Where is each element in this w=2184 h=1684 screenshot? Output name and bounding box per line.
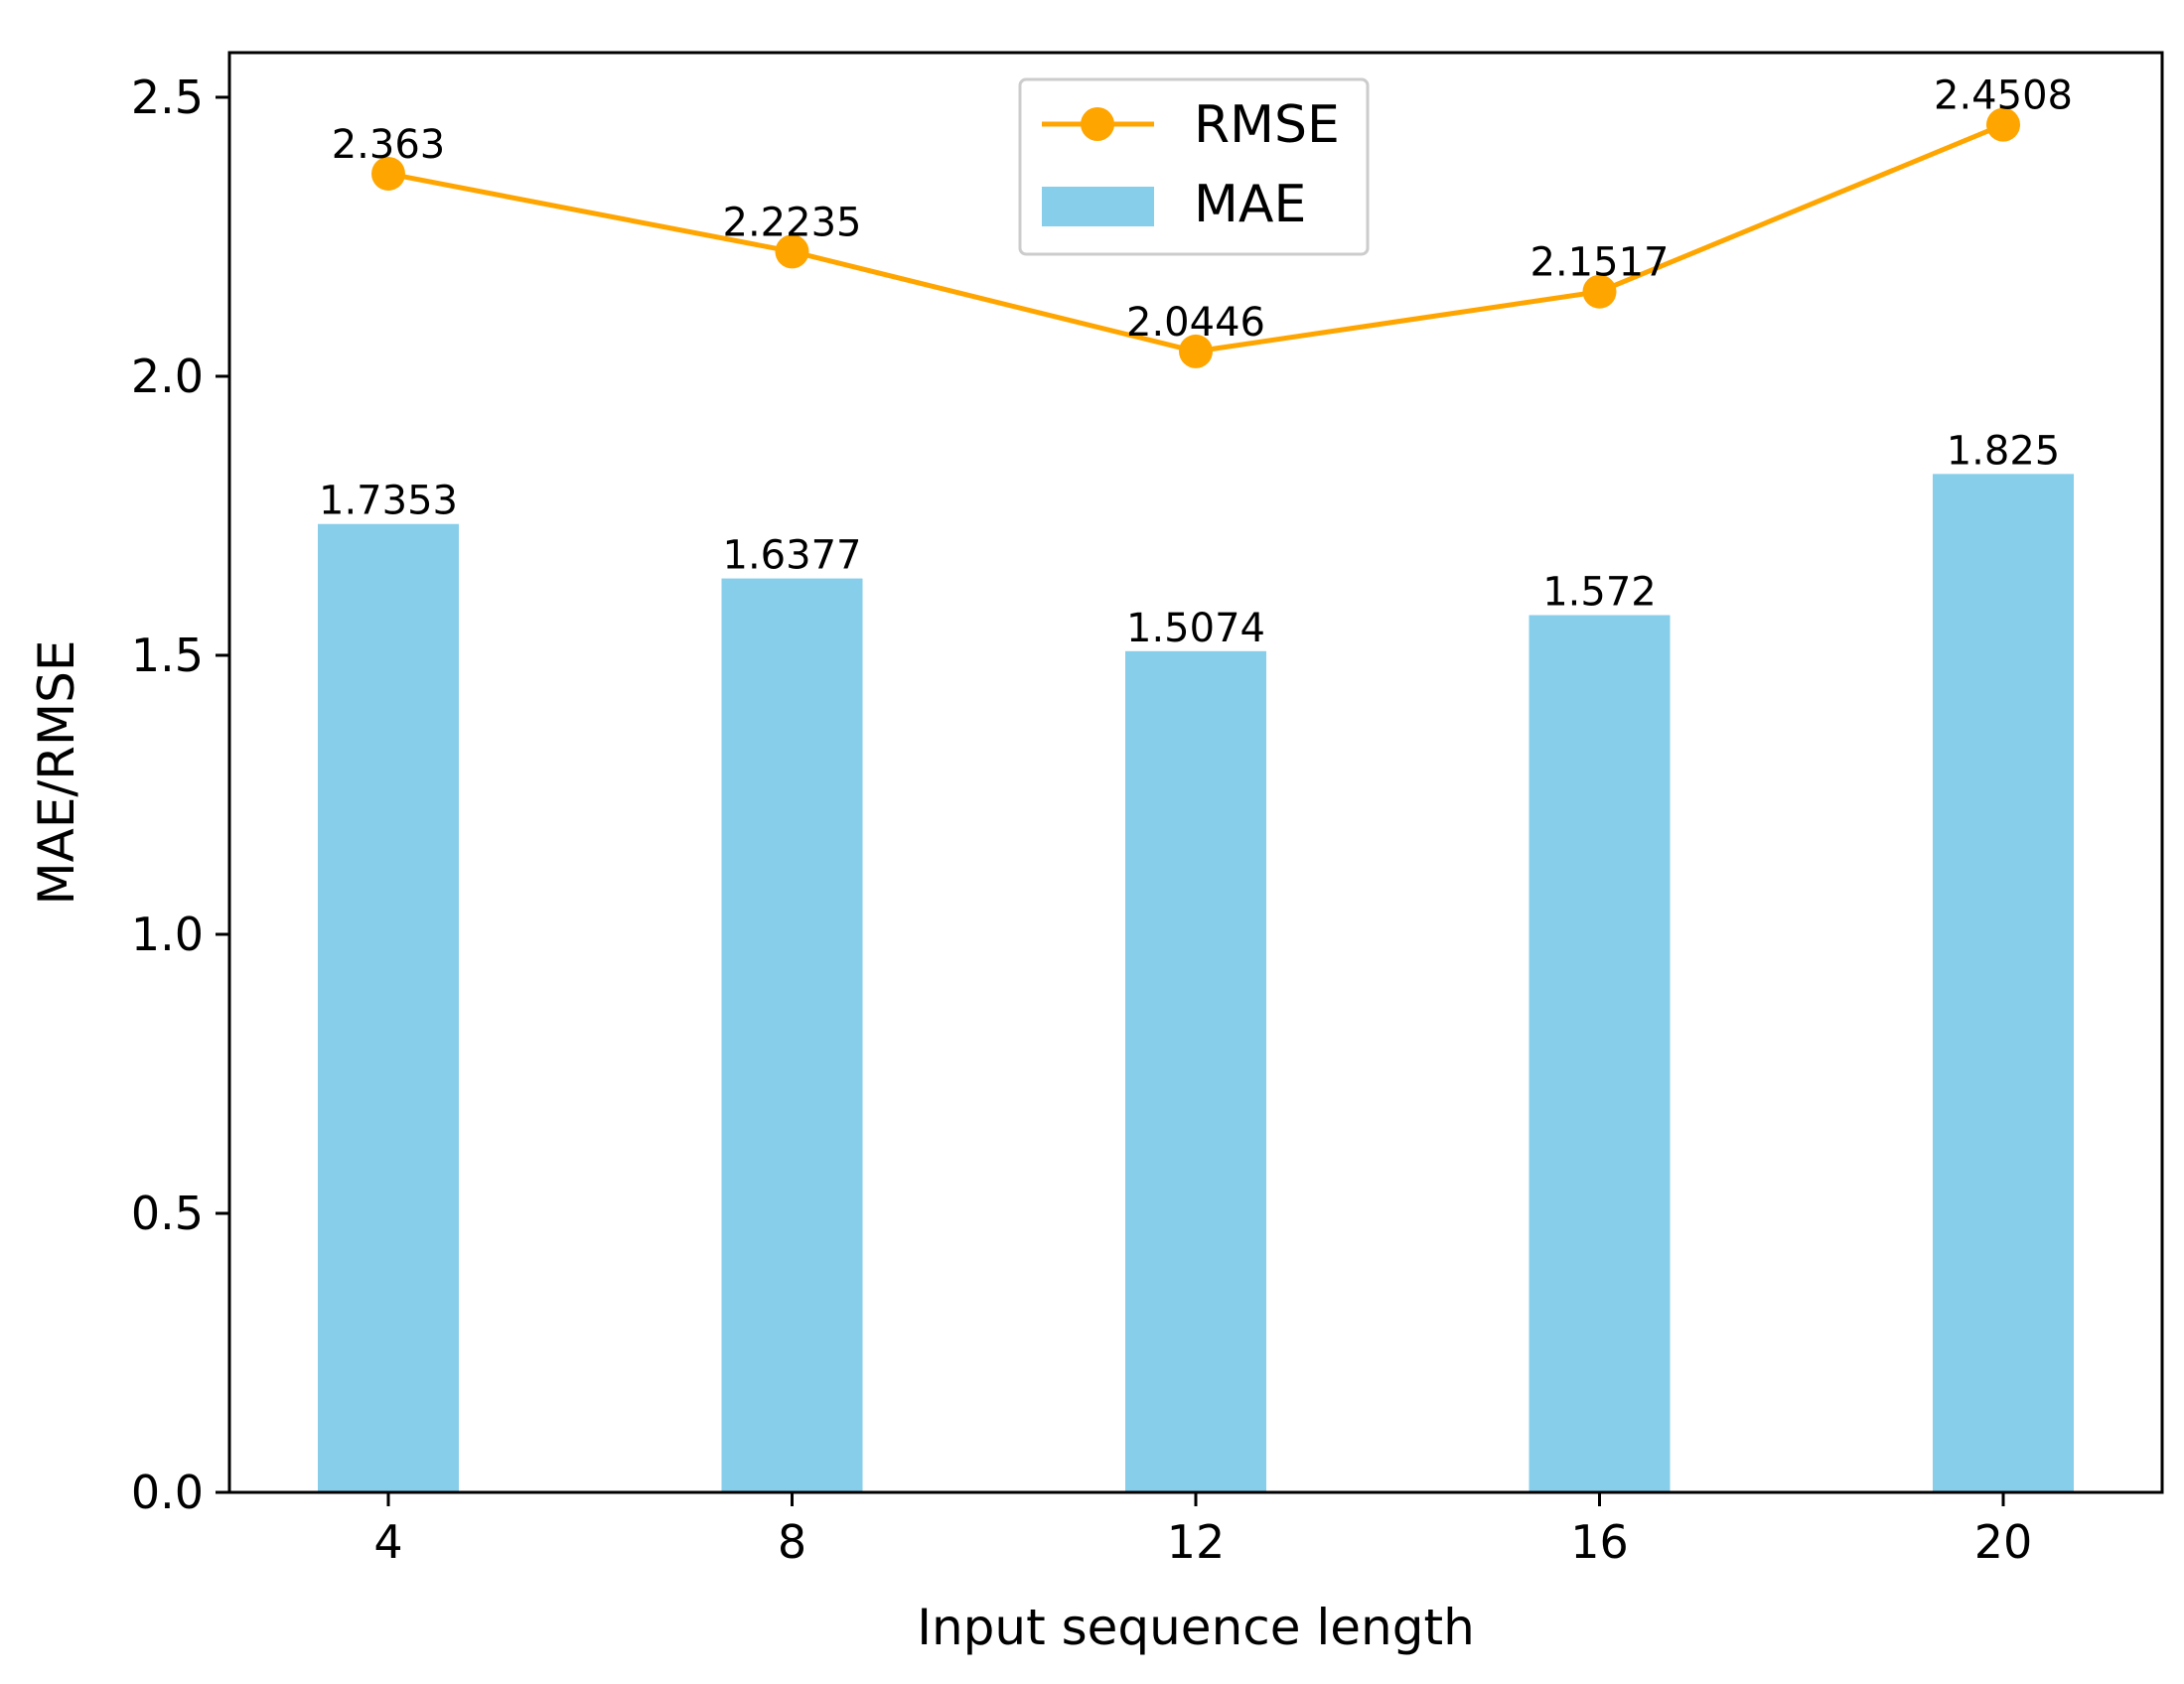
x-tick-label: 8 [778, 1515, 806, 1569]
rmse-point [1582, 274, 1617, 309]
x-axis: 4 8 12 16 20 [373, 1492, 2032, 1569]
rmse-value-label: 2.4508 [1934, 73, 2073, 119]
rmse-point [1986, 107, 2020, 142]
bars-layer [318, 474, 2074, 1492]
mae-bar [721, 578, 863, 1492]
y-tick-label: 1.5 [131, 629, 204, 682]
legend-rmse-marker-swatch [1081, 107, 1114, 141]
legend: RMSE MAE [1018, 77, 1370, 256]
mae-bar [1529, 615, 1671, 1492]
legend-label-mae: MAE [1194, 175, 1306, 234]
x-tick-label: 16 [1570, 1515, 1629, 1569]
x-tick-label: 4 [373, 1515, 402, 1569]
rmse-point [775, 234, 809, 269]
y-tick-label: 1.0 [131, 908, 204, 961]
x-axis-title: Input sequence length [917, 1599, 1475, 1656]
line-layer [371, 107, 2020, 368]
y-tick-label: 0.5 [131, 1187, 204, 1240]
rmse-value-label: 2.2235 [723, 200, 862, 245]
y-tick-label: 2.0 [131, 350, 204, 403]
rmse-point [371, 156, 405, 191]
legend-mae-bar-swatch [1042, 187, 1154, 226]
mae-value-label: 1.5074 [1126, 606, 1265, 651]
y-tick-label: 2.5 [131, 70, 204, 124]
mae-value-label: 1.7353 [319, 479, 458, 524]
legend-label-rmse: RMSE [1194, 95, 1340, 155]
x-tick-label: 12 [1167, 1515, 1226, 1569]
rmse-value-label: 2.1517 [1530, 240, 1670, 286]
y-axis: 0.0 0.5 1.0 1.5 2.0 2.5 [131, 70, 229, 1519]
mae-bar [1933, 474, 2074, 1492]
x-tick-label: 20 [1974, 1515, 2033, 1569]
mae-bar [318, 523, 459, 1492]
mae-value-label: 1.825 [1947, 428, 2061, 474]
y-axis-title: MAE/RMSE [28, 640, 85, 906]
data-labels-layer: 1.7353 1.6377 1.5074 1.572 1.825 2.363 2.2235 2… [319, 73, 2073, 651]
mae-value-label: 1.6377 [723, 533, 862, 579]
mae-value-label: 1.572 [1542, 570, 1657, 616]
rmse-point [1179, 334, 1213, 368]
y-tick-label: 0.0 [131, 1466, 204, 1519]
rmse-value-label: 2.0446 [1126, 300, 1265, 346]
mae-bar [1125, 650, 1266, 1492]
rmse-value-label: 2.363 [332, 122, 446, 168]
